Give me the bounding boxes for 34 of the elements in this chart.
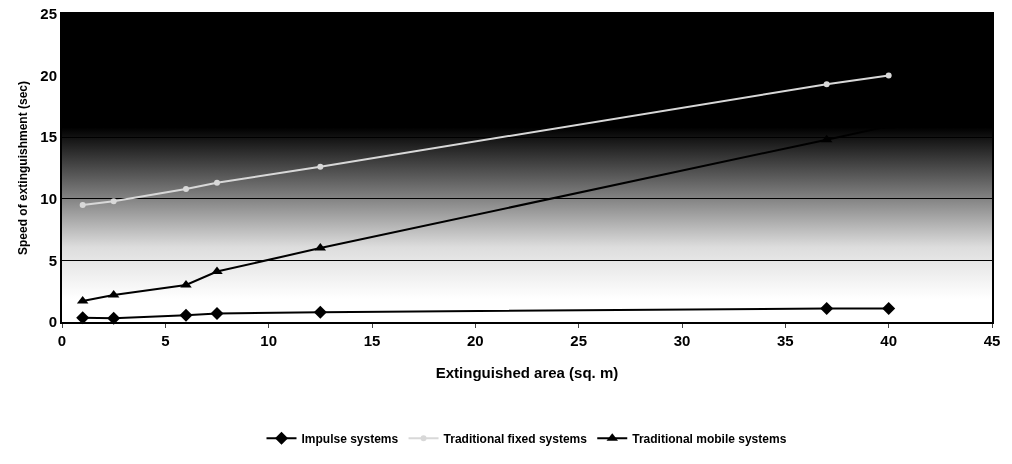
x-tick-label: 30	[673, 332, 691, 349]
point	[210, 306, 224, 320]
x-tick-label: 45	[983, 332, 1001, 349]
x-tick-label: 10	[260, 332, 278, 349]
x-tick-label: 40	[880, 332, 898, 349]
x-tick-label: 20	[466, 332, 484, 349]
point	[179, 308, 193, 322]
x-axis-title: Extinguished area (sq. m)	[435, 364, 619, 381]
point	[313, 305, 327, 319]
y-tick-label: 10	[40, 190, 57, 208]
x-tick-label: 5	[161, 332, 170, 349]
point	[214, 179, 220, 186]
point	[882, 301, 896, 315]
point	[76, 311, 90, 325]
legend-label: Impulse systems	[301, 431, 399, 446]
point	[183, 185, 189, 192]
legend-label: Traditional mobile systems	[632, 431, 787, 446]
y-tick-label: 5	[48, 251, 57, 269]
point	[107, 311, 121, 325]
y-axis-title: Speed of extinguishment (sec)	[16, 80, 30, 256]
point	[79, 201, 86, 208]
y-tick-label: 15	[40, 128, 57, 146]
point	[110, 198, 117, 205]
point	[823, 81, 830, 88]
point	[317, 163, 324, 170]
point	[885, 72, 892, 79]
x-tick-label: 35	[776, 332, 794, 349]
x-tick-label: 25	[570, 332, 588, 349]
y-tick-label: 20	[40, 66, 57, 84]
point	[820, 301, 834, 315]
y-tick-label: 0	[48, 313, 57, 331]
legend-label: Traditional fixed systems	[443, 431, 588, 446]
x-tick-label: 15	[363, 332, 381, 349]
y-tick-label: 25	[40, 5, 57, 23]
